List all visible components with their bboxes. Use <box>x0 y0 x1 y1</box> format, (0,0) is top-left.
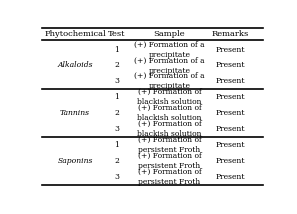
Text: 1: 1 <box>114 93 119 101</box>
Text: 3: 3 <box>114 77 119 85</box>
Text: 3: 3 <box>114 125 119 133</box>
Text: Tannins: Tannins <box>60 109 90 117</box>
Text: Present: Present <box>216 125 245 133</box>
Text: 1: 1 <box>114 141 119 149</box>
Text: Present: Present <box>216 77 245 85</box>
Text: (+) Formation of
persistent Froth: (+) Formation of persistent Froth <box>138 152 201 170</box>
Text: Present: Present <box>216 109 245 117</box>
Text: Present: Present <box>216 46 245 54</box>
Text: (+) Formation of
blackish solution: (+) Formation of blackish solution <box>137 104 202 122</box>
Text: 2: 2 <box>114 157 119 165</box>
Text: (+) Formation of
persistent Froth: (+) Formation of persistent Froth <box>138 168 201 186</box>
Text: (+) Formation of
persistent Froth: (+) Formation of persistent Froth <box>138 136 201 154</box>
Text: (+) Formation of a
precipitate: (+) Formation of a precipitate <box>134 40 205 59</box>
Text: Present: Present <box>216 141 245 149</box>
Text: Saponins: Saponins <box>57 157 93 165</box>
Text: Sample: Sample <box>154 30 185 38</box>
Text: (+) Formation of a
precipitate: (+) Formation of a precipitate <box>134 56 205 74</box>
Text: Test: Test <box>108 30 125 38</box>
Text: Present: Present <box>216 93 245 101</box>
Text: Present: Present <box>216 157 245 165</box>
Text: 3: 3 <box>114 173 119 181</box>
Text: 1: 1 <box>114 46 119 54</box>
Text: Present: Present <box>216 61 245 70</box>
Text: (+) Formation of
blackish solution: (+) Formation of blackish solution <box>137 120 202 138</box>
Text: 2: 2 <box>114 109 119 117</box>
Text: Remarks: Remarks <box>212 30 249 38</box>
Text: Phytochemical: Phytochemical <box>44 30 106 38</box>
Text: 2: 2 <box>114 61 119 70</box>
Text: (+) Formation of a
precipitate: (+) Formation of a precipitate <box>134 72 205 91</box>
Text: Alkaloids: Alkaloids <box>57 61 93 70</box>
Text: (+) Formation of
blackish solution: (+) Formation of blackish solution <box>137 88 202 106</box>
Text: Present: Present <box>216 173 245 181</box>
